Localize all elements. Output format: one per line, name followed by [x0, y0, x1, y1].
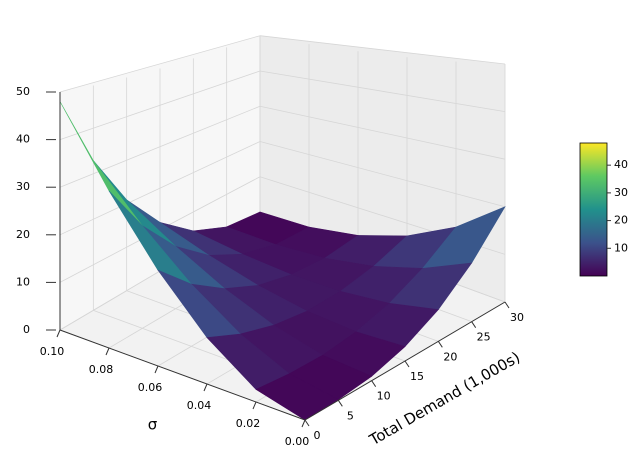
- z-tick-label: 40: [16, 133, 30, 146]
- x-tick: [337, 400, 343, 407]
- z-tick-label: 10: [16, 275, 30, 288]
- x-tick-label: 25: [477, 331, 491, 344]
- y-tick: [154, 365, 159, 374]
- colorbar-tick-label: 30: [614, 186, 628, 199]
- y-tick: [252, 401, 257, 410]
- y-axis-line: [59, 329, 306, 421]
- y-tick: [203, 383, 208, 392]
- colorbar-tick-label: 20: [614, 214, 628, 227]
- y-tick-label: 0.02: [236, 417, 261, 430]
- y-tick: [105, 347, 110, 356]
- z-tick-label: 0: [23, 323, 30, 336]
- surface: [59, 101, 506, 421]
- y-tick: [301, 419, 306, 428]
- grid-line: [259, 70, 506, 112]
- x-tick-label: 5: [347, 409, 354, 422]
- x-tick: [371, 380, 377, 387]
- colorbar-tick-label: 10: [614, 241, 628, 254]
- x-tick: [471, 321, 477, 328]
- x-tick-label: 0: [314, 429, 321, 442]
- x-tick-label: 20: [443, 350, 457, 363]
- y-tick-label: 0.08: [89, 363, 114, 376]
- x-tick: [437, 341, 443, 348]
- z-tick-label: 50: [16, 85, 30, 98]
- y-tick-label: 0.10: [40, 345, 65, 358]
- grid-line: [59, 35, 261, 93]
- grid-line: [259, 35, 506, 65]
- grid-line: [259, 105, 506, 160]
- x-tick-label: 10: [377, 390, 391, 403]
- x-tick: [404, 360, 410, 368]
- y-tick: [56, 329, 61, 338]
- x-tick-label: 30: [510, 311, 524, 324]
- grid-line: [259, 141, 506, 208]
- y-axis-label: σ: [148, 416, 158, 434]
- y-tick-label: 0.00: [285, 435, 310, 448]
- y-tick-label: 0.04: [187, 399, 212, 412]
- z-tick-label: 30: [16, 180, 30, 193]
- z-tick-label: 20: [16, 228, 30, 241]
- colorbar: [579, 142, 608, 277]
- y-tick-label: 0.06: [138, 381, 163, 394]
- x-tick: [304, 419, 310, 427]
- x-tick-label: 15: [410, 370, 424, 383]
- colorbar-tick-label: 40: [614, 158, 628, 171]
- x-tick: [504, 301, 510, 309]
